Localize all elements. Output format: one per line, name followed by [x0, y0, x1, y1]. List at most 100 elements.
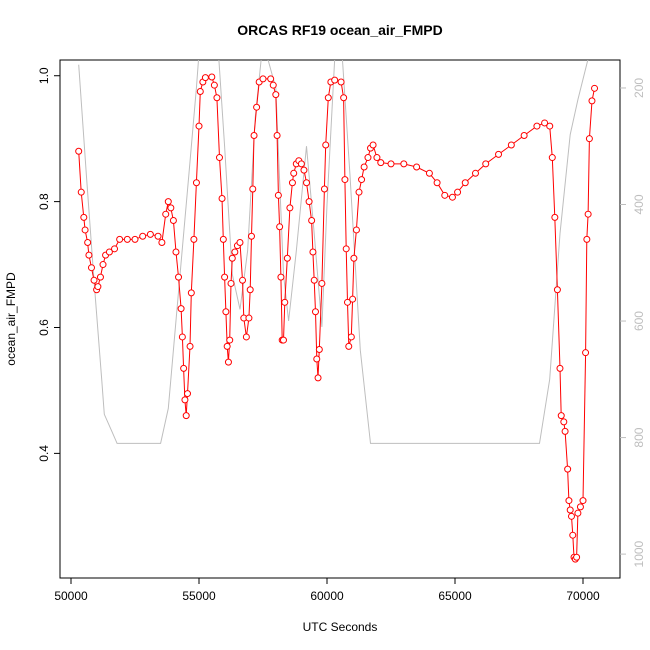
data-point: [347, 333, 355, 341]
data-point: [219, 235, 227, 243]
data-point: [249, 185, 257, 193]
data-point: [471, 169, 479, 177]
data-point: [441, 191, 449, 199]
data-point: [281, 298, 289, 306]
data-point: [352, 226, 360, 234]
data-point: [99, 261, 107, 269]
y2-tick-label: 1000: [632, 540, 646, 567]
data-point: [246, 286, 254, 294]
data-point: [274, 191, 282, 199]
data-point: [582, 349, 590, 357]
data-point: [313, 355, 321, 363]
data-point: [226, 336, 234, 344]
data-point: [279, 336, 287, 344]
y2-tick-label: 600: [632, 311, 646, 331]
x-tick-label: 60000: [310, 589, 344, 603]
data-point: [574, 509, 582, 517]
data-point: [196, 87, 204, 95]
data-point: [276, 223, 284, 231]
data-point: [228, 254, 236, 262]
data-point: [180, 364, 188, 372]
data-point: [218, 194, 226, 202]
data-point: [311, 308, 319, 316]
data-point: [583, 235, 591, 243]
data-point: [533, 122, 541, 130]
data-point: [75, 147, 83, 155]
x-tick-label: 55000: [182, 589, 216, 603]
data-point: [164, 198, 172, 206]
data-point: [557, 412, 565, 420]
data-point: [81, 226, 89, 234]
data-point: [324, 94, 332, 102]
data-point: [360, 163, 368, 171]
data-point: [187, 289, 195, 297]
data-point: [364, 154, 372, 162]
data-point: [259, 75, 267, 83]
data-point: [553, 286, 561, 294]
plot-area: [75, 60, 599, 563]
data-point: [507, 141, 515, 149]
y-tick-label: 1.0: [37, 67, 51, 84]
x-axis-label: UTC Seconds: [303, 620, 378, 634]
data-point: [551, 213, 559, 221]
data-point: [569, 531, 577, 539]
data-point: [222, 308, 230, 316]
data-point: [223, 342, 231, 350]
data-point: [116, 235, 124, 243]
data-point: [131, 235, 139, 243]
data-point: [172, 248, 180, 256]
data-point: [85, 251, 93, 259]
data-point: [139, 232, 147, 240]
data-point: [77, 188, 85, 196]
data-point: [448, 193, 456, 201]
data-point: [584, 210, 592, 218]
data-point: [337, 78, 345, 86]
data-point: [239, 276, 247, 284]
data-point: [297, 160, 305, 168]
data-point: [566, 506, 574, 514]
data-point: [286, 204, 294, 212]
data-point: [84, 239, 92, 247]
data-point: [585, 135, 593, 143]
data-point: [548, 154, 556, 162]
data-point: [123, 235, 131, 243]
data-point: [242, 333, 250, 341]
data-point: [350, 254, 358, 262]
data-point: [373, 154, 381, 162]
data-point: [105, 248, 113, 256]
y2-tick-label: 400: [632, 194, 646, 214]
data-point: [343, 298, 351, 306]
data-point: [175, 273, 183, 281]
data-point: [210, 81, 218, 89]
data-point: [182, 412, 190, 420]
data-point: [290, 169, 298, 177]
data-point: [322, 141, 330, 149]
data-point: [546, 122, 554, 130]
data-point: [345, 342, 353, 350]
data-point: [300, 166, 308, 174]
data-point: [277, 273, 285, 281]
data-point: [303, 179, 311, 187]
data-point: [556, 364, 564, 372]
y2-tick-label: 800: [632, 427, 646, 447]
data-point: [425, 169, 433, 177]
data-point: [310, 276, 318, 284]
series-line: [78, 60, 589, 444]
data-point: [245, 314, 253, 322]
data-point: [192, 179, 200, 187]
y-tick-label: 0.8: [37, 193, 51, 210]
plot-frame: [59, 59, 621, 579]
chart-title: ORCAS RF19 ocean_air_FMPD: [237, 22, 442, 38]
data-point: [377, 159, 385, 167]
data-point: [236, 239, 244, 247]
x-tick-label: 50000: [54, 589, 88, 603]
data-point: [340, 94, 348, 102]
data-point: [341, 176, 349, 184]
data-point: [224, 358, 232, 366]
data-point: [267, 75, 275, 83]
data-point: [247, 232, 255, 240]
data-point: [565, 497, 573, 505]
data-point: [495, 150, 503, 158]
data-point: [283, 254, 291, 262]
